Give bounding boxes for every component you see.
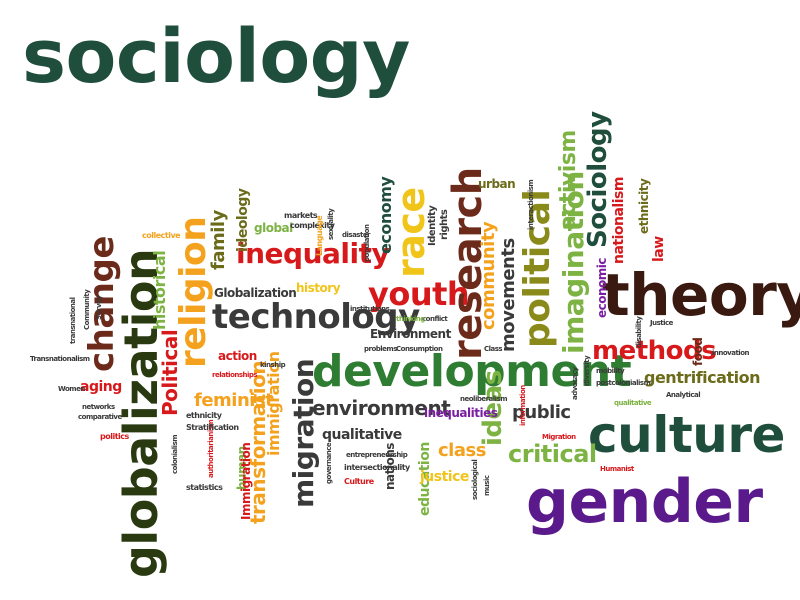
cloud-word-immigration-cap: Immigration	[239, 442, 253, 520]
cloud-word-global: global	[254, 221, 293, 235]
cloud-word-music: music	[483, 475, 491, 497]
cloud-word-gentrification: gentrification	[644, 368, 760, 387]
cloud-word-ethnicity: ethnicity	[637, 178, 651, 234]
cloud-word-critical: critical	[508, 440, 597, 468]
cloud-word-class: class	[438, 440, 486, 461]
cloud-word-inequalities: inequalities	[424, 406, 498, 420]
cloud-word-conflict: conflict	[422, 315, 448, 323]
cloud-word-culture: culture	[588, 406, 785, 464]
cloud-word-sociological: sociological	[471, 459, 479, 500]
cloud-word-movements: movements	[498, 238, 519, 352]
cloud-word-qualitative: qualitative	[322, 427, 402, 443]
cloud-word-food: food	[691, 337, 705, 366]
cloud-word-class-small: Class	[484, 345, 503, 353]
cloud-word-economic: economic	[595, 257, 609, 318]
cloud-word-diversity: diversity	[583, 355, 591, 386]
cloud-word-analytical: Analytical	[666, 391, 701, 399]
cloud-word-qualitative-small: qualitative	[614, 399, 652, 407]
cloud-word-environment-cap: Environment	[370, 327, 451, 341]
cloud-word-sexuality: sexuality	[327, 208, 335, 240]
cloud-word-postcolonialism: postcolonialism	[596, 379, 651, 387]
cloud-word-justice: justice	[420, 469, 469, 485]
cloud-word-comparative: comparative	[78, 413, 122, 421]
cloud-word-nationalism: nationalism	[611, 177, 627, 264]
cloud-word-history: history	[296, 281, 341, 295]
cloud-word-interactionism: interactionism	[527, 179, 535, 230]
cloud-word-identity: Identity	[427, 205, 438, 246]
cloud-word-ethnicity-small: ethnicity	[186, 411, 222, 420]
cloud-word-stratification: Stratification	[186, 423, 239, 432]
cloud-word-statistics: statistics	[186, 483, 223, 492]
cloud-word-theory: theory	[602, 261, 800, 329]
cloud-word-consumption: Consumption	[396, 345, 443, 353]
cloud-word-migration: migration	[287, 358, 320, 508]
cloud-word-networks: networks	[82, 403, 115, 411]
cloud-word-inequality: inequality	[236, 237, 390, 270]
cloud-word-population: population	[363, 224, 371, 262]
cloud-word-ideology: ideology	[235, 188, 251, 253]
cloud-word-women: Women	[58, 385, 85, 393]
cloud-word-governance: governance	[325, 442, 333, 484]
cloud-word-language: Language	[315, 215, 324, 256]
cloud-word-sociology-title: sociology	[22, 14, 410, 100]
cloud-word-methods: methods	[592, 336, 717, 366]
cloud-word-complexity: complexity	[290, 221, 335, 230]
cloud-word-youth: youth	[368, 275, 470, 313]
cloud-word-technology: technology	[212, 297, 420, 337]
cloud-word-neoliberalism: neoliberalism	[460, 395, 508, 403]
cloud-word-culture-small: Culture	[344, 477, 374, 486]
cloud-word-survey: Survey	[95, 295, 103, 320]
cloud-word-action: action	[218, 349, 257, 363]
cloud-word-intersectionality: intersectionality	[344, 463, 410, 472]
cloud-word-collective: collective	[142, 231, 181, 240]
cloud-word-transnational: transnational	[69, 297, 77, 344]
cloud-word-development: development	[312, 346, 632, 397]
cloud-word-migration-small: Migration	[542, 433, 576, 441]
cloud-word-disaster: disaster	[342, 231, 371, 239]
cloud-word-entrepreneurship: entrepreneurship	[346, 451, 408, 459]
cloud-word-relationships: relationships	[212, 371, 258, 379]
cloud-word-colonialism: colonialism	[171, 434, 179, 474]
cloud-word-information: information	[519, 385, 527, 426]
cloud-word-mobility: mobility	[596, 367, 625, 375]
cloud-word-family: family	[208, 210, 229, 270]
cloud-word-political-big: political	[517, 189, 558, 348]
cloud-word-disability: disability	[635, 316, 643, 348]
cloud-word-humanist: Humanist	[600, 465, 634, 473]
cloud-word-innovation: innovation	[712, 349, 750, 357]
cloud-word-advocacy: advocacy	[571, 367, 579, 400]
cloud-word-gender: gender	[526, 467, 763, 537]
cloud-word-activism: activism	[556, 130, 581, 230]
cloud-word-public: public	[512, 402, 571, 423]
cloud-word-problems: problems	[364, 345, 397, 353]
cloud-word-historical: historical	[150, 250, 169, 330]
cloud-word-aging: aging	[80, 379, 122, 395]
cloud-word-markets: markets	[284, 211, 318, 220]
cloud-word-thinking: thinking	[396, 315, 425, 323]
cloud-word-environment: environment	[312, 396, 451, 420]
cloud-word-feminist: feminist	[194, 390, 274, 411]
cloud-word-institutions: institutions	[350, 305, 390, 313]
cloud-word-economy: economy	[376, 176, 395, 254]
cloud-word-politics: politics	[100, 432, 129, 441]
cloud-word-political-red: Political	[158, 329, 182, 416]
cloud-word-community-small: Community	[83, 289, 91, 330]
cloud-word-globalization-small: Globalization	[214, 286, 297, 300]
cloud-word-kinship: kinship	[260, 361, 286, 369]
cloud-word-community: community	[478, 221, 499, 330]
cloud-word-law: law	[651, 236, 667, 262]
cloud-word-transnationalism: Transnationalism	[30, 355, 90, 363]
cloud-word-justice-cap: Justice	[650, 319, 673, 327]
cloud-word-urban: urban	[478, 177, 516, 191]
cloud-word-rights: rights	[439, 209, 450, 240]
cloud-word-race: race	[389, 187, 433, 278]
